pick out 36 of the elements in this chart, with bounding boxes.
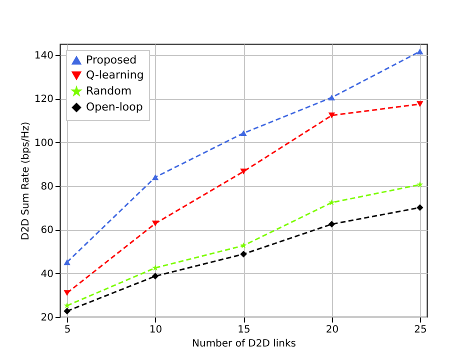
point: [328, 94, 336, 100]
point: [416, 48, 424, 54]
point: [328, 199, 335, 206]
legend-label: Q-learning: [86, 68, 144, 82]
y-axis-title: D2D Sum Rate (bps/Hz): [20, 122, 32, 240]
point: [152, 174, 159, 180]
point: [328, 220, 336, 228]
legend-label: Proposed: [86, 54, 137, 66]
y-tick-label: 20: [40, 312, 54, 324]
point: [152, 220, 159, 226]
point: [416, 204, 424, 211]
x-axis-title: Number of D2D links: [192, 338, 296, 350]
legend-label: Open-loop: [86, 100, 143, 114]
x-tick-label: 5: [64, 324, 71, 336]
y-tick-label: 60: [40, 225, 54, 236]
y-tick-label: 140: [34, 50, 54, 62]
x-tick-label: 25: [414, 324, 427, 336]
point: [64, 290, 70, 296]
point: [240, 242, 247, 248]
legend-label: Random: [86, 84, 132, 98]
point: [416, 181, 424, 188]
x-tick-label: 10: [149, 324, 162, 336]
x-tick-label: 15: [238, 324, 250, 336]
y-tick-label: 80: [40, 181, 54, 192]
point: [240, 168, 247, 174]
point: [64, 259, 70, 266]
point: [416, 101, 424, 107]
point: [64, 308, 70, 314]
y-tick-label: 100: [34, 138, 54, 149]
y-tick-label: 40: [40, 268, 54, 280]
point: [240, 130, 247, 136]
y-tick-label: 120: [34, 94, 54, 106]
point: [328, 112, 336, 118]
point: [240, 250, 247, 258]
x-tick-label: 20: [326, 324, 339, 336]
point: [152, 272, 159, 280]
